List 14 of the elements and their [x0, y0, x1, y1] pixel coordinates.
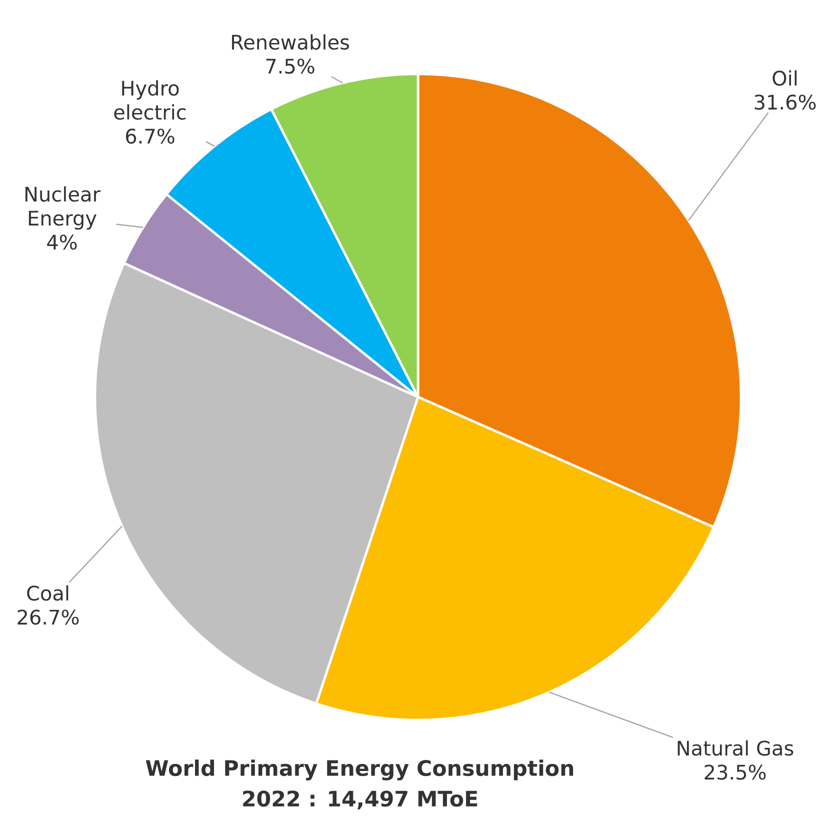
slice-label: Nuclear Energy — [25, 186, 100, 230]
data-label: 7.5% — [266, 58, 314, 74]
slice-label: Hydro electric — [114, 80, 186, 120]
data-label: 31.6% — [754, 94, 816, 110]
slice-label: Natural Gas — [678, 740, 794, 756]
text: World Primary Energy Consumption — [146, 760, 574, 780]
slice-label: Coal — [27, 585, 68, 601]
data-label: 6.7% — [126, 128, 174, 144]
data-label: 23.5% — [704, 764, 766, 780]
slice-label: Renewables — [232, 34, 349, 50]
data-label: 4% — [47, 234, 77, 250]
data-label: 26.7% — [18, 610, 79, 625]
text: 2022 : 14,497 MToE — [243, 790, 478, 810]
slice-label: Oil — [772, 70, 797, 86]
